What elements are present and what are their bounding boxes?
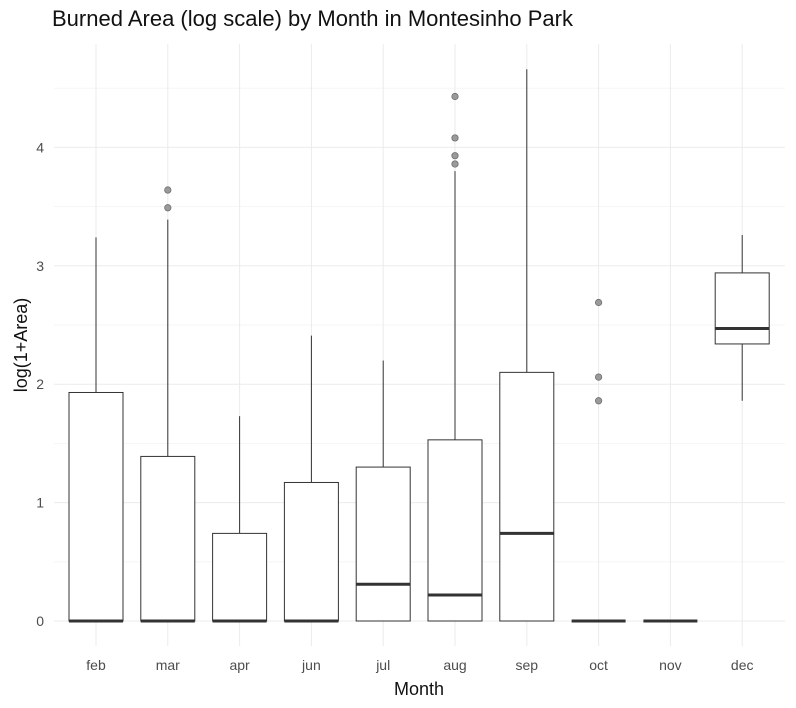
box-rect xyxy=(427,439,483,622)
box-apr xyxy=(212,416,268,623)
x-tick-label-sep: sep xyxy=(516,657,539,673)
x-tick-label-dec: dec xyxy=(731,657,754,673)
y-axis-title: log(1+Area) xyxy=(11,298,31,393)
y-tick-label: 4 xyxy=(36,139,44,155)
x-tick-label-mar: mar xyxy=(156,657,180,673)
y-tick-label: 2 xyxy=(36,376,44,392)
box-rect xyxy=(355,466,411,622)
box-sep xyxy=(499,69,555,622)
box-dec xyxy=(714,235,770,401)
box-mar xyxy=(140,186,196,623)
y-tick-label: 1 xyxy=(36,495,44,511)
outlier-point xyxy=(164,204,172,212)
outlier-point xyxy=(451,92,459,101)
box-rect xyxy=(212,532,268,622)
outlier-point xyxy=(164,186,172,194)
y-axis-ticks: 0 1 2 3 4 xyxy=(36,139,44,629)
outlier-point xyxy=(594,373,603,381)
outlier-point xyxy=(451,160,459,168)
box-rect xyxy=(140,455,196,622)
box-rect xyxy=(68,391,124,622)
y-tick-label: 3 xyxy=(36,258,44,274)
box-rect xyxy=(499,371,555,622)
y-tick-label: 0 xyxy=(36,613,44,629)
x-tick-label-jun: jun xyxy=(301,657,321,673)
box-rect xyxy=(714,272,770,345)
outlier-point xyxy=(594,298,603,307)
x-tick-label-aug: aug xyxy=(443,657,466,673)
box-rect xyxy=(283,481,339,622)
box-jun xyxy=(283,335,339,623)
x-tick-label-oct: oct xyxy=(589,657,608,673)
box-jul xyxy=(355,360,411,622)
outlier-point xyxy=(451,134,459,142)
box-oct xyxy=(571,298,626,623)
x-axis-ticks: feb mar apr jun jul aug sep oct nov dec xyxy=(86,657,753,673)
box-series xyxy=(68,69,770,623)
x-tick-label-nov: nov xyxy=(659,657,682,673)
outlier-point xyxy=(594,397,603,405)
x-tick-label-jul: jul xyxy=(375,657,390,673)
x-tick-label-feb: feb xyxy=(86,657,106,673)
x-tick-label-apr: apr xyxy=(229,657,250,673)
box-aug xyxy=(427,92,483,622)
box-feb xyxy=(68,237,124,623)
outlier-point xyxy=(451,152,459,160)
chart-title: Burned Area (log scale) by Month in Mont… xyxy=(52,6,573,31)
x-axis-title: Month xyxy=(394,679,444,699)
